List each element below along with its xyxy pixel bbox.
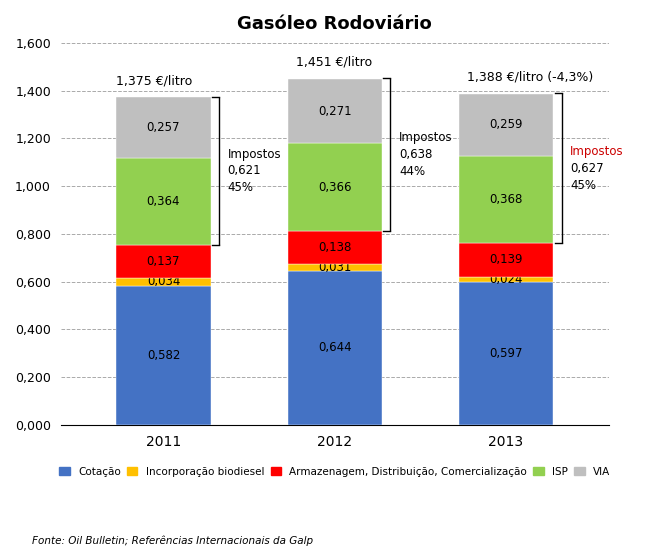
Text: 0,366: 0,366 bbox=[318, 181, 351, 194]
Text: 0,621: 0,621 bbox=[227, 164, 261, 177]
Legend: Cotação, Incorporação biodiesel, Armazenagem, Distribuição, Comercialização, ISP: Cotação, Incorporação biodiesel, Armazen… bbox=[59, 467, 610, 477]
Text: 1,451 €/litro: 1,451 €/litro bbox=[296, 56, 373, 69]
Bar bbox=[288, 264, 382, 271]
Text: 45%: 45% bbox=[570, 179, 596, 191]
Text: 0,259: 0,259 bbox=[489, 118, 523, 131]
Text: 0,271: 0,271 bbox=[318, 104, 351, 118]
Bar bbox=[117, 97, 211, 158]
Text: 0,638: 0,638 bbox=[399, 148, 432, 161]
Bar bbox=[459, 94, 553, 155]
Bar bbox=[459, 277, 553, 282]
Text: Impostos: Impostos bbox=[399, 131, 452, 144]
Bar bbox=[117, 286, 211, 425]
Text: 0,597: 0,597 bbox=[489, 347, 523, 360]
Text: 0,138: 0,138 bbox=[318, 241, 351, 254]
Bar bbox=[288, 79, 382, 143]
Bar bbox=[288, 143, 382, 231]
Bar bbox=[459, 155, 553, 243]
Text: 0,368: 0,368 bbox=[489, 193, 522, 206]
Bar bbox=[117, 245, 211, 278]
Text: 0,031: 0,031 bbox=[318, 261, 351, 274]
Text: 1,375 €/litro: 1,375 €/litro bbox=[117, 74, 192, 87]
Bar bbox=[117, 278, 211, 286]
Text: 0,644: 0,644 bbox=[318, 341, 351, 354]
Text: 45%: 45% bbox=[227, 181, 253, 194]
Text: 0,034: 0,034 bbox=[147, 275, 180, 288]
Text: Impostos: Impostos bbox=[227, 148, 281, 161]
Text: 0,257: 0,257 bbox=[146, 121, 180, 134]
Text: Fonte: Oil Bulletin; Referências Internacionais da Galp: Fonte: Oil Bulletin; Referências Interna… bbox=[32, 536, 314, 546]
Text: 0,582: 0,582 bbox=[147, 349, 180, 362]
Bar bbox=[459, 282, 553, 425]
Bar bbox=[117, 158, 211, 245]
Text: 44%: 44% bbox=[399, 165, 425, 178]
Text: 0,137: 0,137 bbox=[146, 255, 180, 268]
Text: 1,388 €/litro (-4,3%): 1,388 €/litro (-4,3%) bbox=[467, 71, 594, 84]
Text: 0,024: 0,024 bbox=[489, 273, 523, 286]
Text: 0,364: 0,364 bbox=[146, 195, 180, 208]
Text: 0,627: 0,627 bbox=[570, 162, 604, 175]
Bar bbox=[459, 243, 553, 277]
Bar bbox=[288, 231, 382, 264]
Text: 0,139: 0,139 bbox=[489, 253, 523, 266]
Text: Impostos: Impostos bbox=[570, 146, 624, 158]
Bar bbox=[288, 271, 382, 425]
Title: Gasóleo Rodoviário: Gasóleo Rodoviário bbox=[237, 15, 432, 33]
